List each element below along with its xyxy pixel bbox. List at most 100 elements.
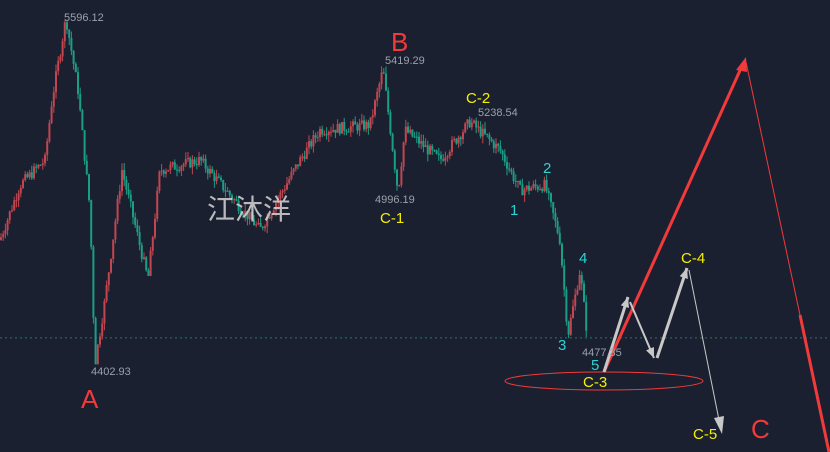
candle-up [116,198,119,222]
candle-up [424,145,427,148]
candle-up [151,237,154,251]
candle-down [259,222,262,227]
candle-down [534,184,537,187]
candle-down [94,317,97,365]
arrow-down-2 [688,269,720,421]
watermark: 江沐洋 [207,194,292,225]
candle-down [74,63,77,73]
candle-up [578,274,581,290]
candle-down [547,191,550,194]
wave-label-c2: C-2 [466,90,491,107]
candle-down [585,301,588,331]
candle-down [519,180,522,185]
candle-up [466,119,469,124]
low-price-label: 4402.93 [91,366,131,378]
candle-down [35,166,38,168]
candle-down [563,265,566,290]
candle-down [66,22,68,30]
candle-down [72,50,75,64]
candle-down [321,128,324,135]
candle-up [532,184,535,188]
candle-down [250,212,253,220]
candle-down [83,130,86,161]
candle-down [268,217,271,219]
wave-label-a: A [81,384,99,414]
candle-up [352,121,354,127]
candle-up [50,106,53,123]
candle-down [508,168,511,170]
candle-down [127,189,130,195]
candle-up [112,239,115,259]
candle-down [77,72,79,94]
candle-down [81,110,84,131]
candle-up [2,234,5,238]
candle-up [288,179,291,184]
candle-up [8,211,11,221]
candle-down [437,153,440,156]
candle-down [211,168,214,174]
candle-up [257,222,260,225]
candle-up [305,147,308,159]
candle-up [398,185,401,187]
candle-down [39,164,42,166]
candle-down [415,136,418,138]
candle-up [107,272,110,286]
candle-down [138,232,141,246]
candle-down [246,210,249,220]
arrow-up-2-head [679,268,688,279]
candle-up [165,171,167,174]
arrow-up-2 [655,267,689,359]
candle-up [281,190,284,193]
candle-down [347,131,350,133]
candle-down [486,133,489,135]
wave-label-1: 1 [510,202,519,219]
candle-up [154,218,156,238]
candle-up [495,143,497,149]
candle-up [198,157,200,165]
candle-down [140,245,143,259]
c1-price-label: 4996.19 [375,194,415,206]
candle-up [341,122,343,134]
candle-up [255,224,258,226]
candle-up [182,164,185,167]
candle-down [314,135,317,138]
candle-up [22,180,24,188]
candle-up [539,188,541,190]
candle-down [363,120,365,130]
wave-label-c1: C-1 [380,210,405,227]
wave-label-5: 5 [591,357,600,374]
candle-up [103,300,106,324]
candle-down [514,180,517,182]
candle-up [462,132,464,140]
candle-up [24,174,27,181]
candle-down [303,156,306,159]
candle-down [206,168,209,174]
candle-up [400,166,403,186]
candle-down [189,157,192,168]
arrow-up-1 [602,296,630,373]
candle-down [325,134,328,136]
candle-down [558,232,561,244]
candle-down [387,90,390,113]
candle-up [446,156,449,158]
candle-down [490,139,493,142]
candle-up [349,126,352,132]
candle-down [367,121,370,129]
wave-label-4: 4 [579,250,588,267]
candle-up [99,336,101,345]
candle-down [132,201,134,218]
candle-down [440,155,442,160]
candle-up [11,210,13,212]
candle-up [294,164,297,169]
candle-up [369,117,372,129]
candle-up [360,120,363,124]
candle-up [457,137,460,144]
candle-up [96,344,99,365]
candle-up [299,157,302,167]
b-price-label: 5419.29 [385,55,425,67]
candle-up [272,210,275,214]
candle-down [204,158,207,169]
candle-up [158,171,161,191]
